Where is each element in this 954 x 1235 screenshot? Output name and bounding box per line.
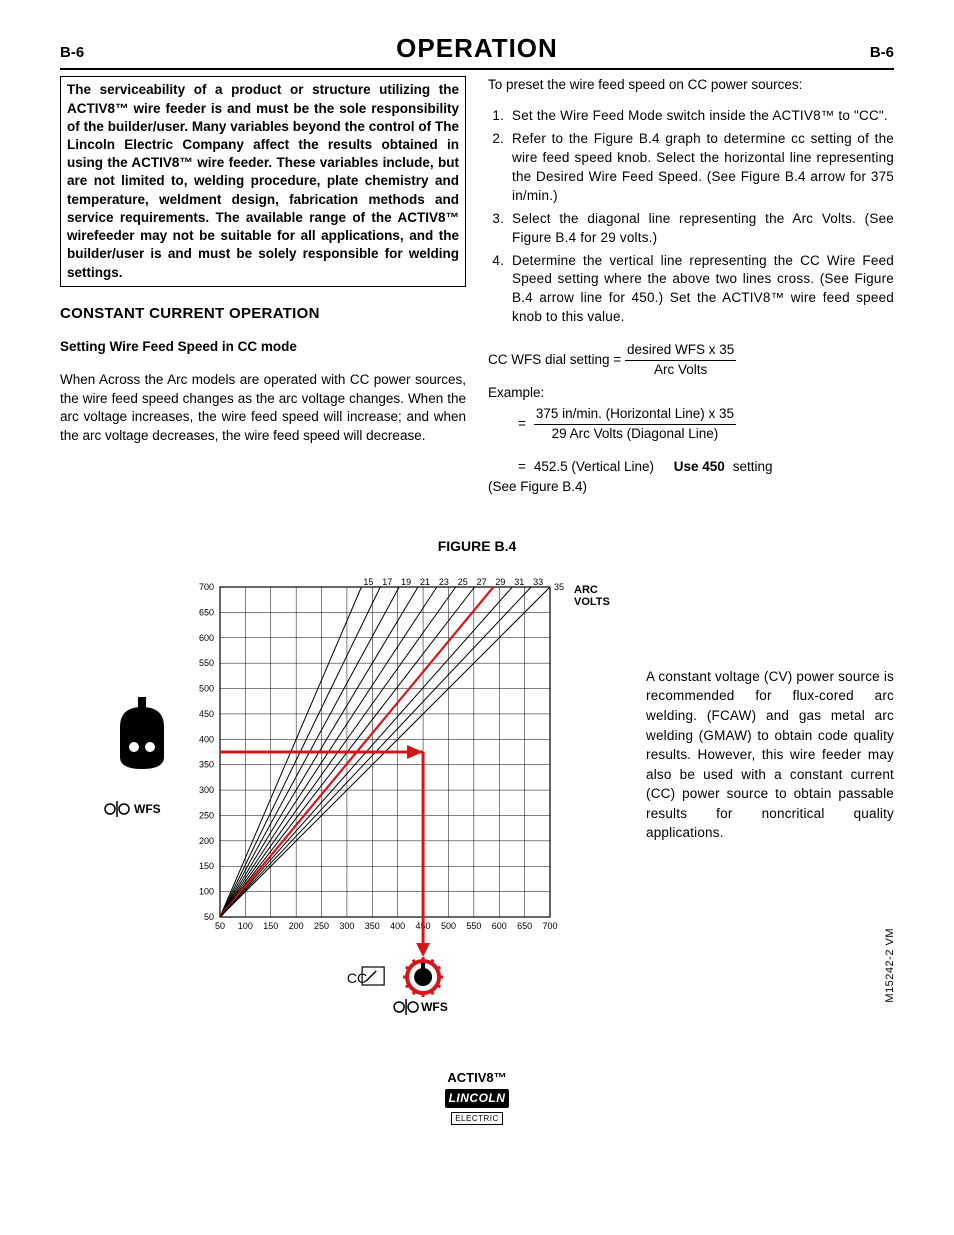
wfs-chart: 50 100 150 200 250 300 350 400 450 500 550 600 650 70…: [60, 577, 620, 1057]
see-figure: (See Figure B.4): [488, 478, 894, 497]
formula-block: CC WFS dial setting = desired WFS x 35 A…: [488, 341, 894, 497]
svg-text:550: 550: [199, 658, 214, 668]
svg-text:23: 23: [439, 577, 449, 587]
list-item: Refer to the Figure B.4 graph to determi…: [508, 130, 894, 206]
svg-text:VOLTS: VOLTS: [574, 596, 610, 608]
svg-text:700: 700: [199, 582, 214, 592]
svg-text:500: 500: [441, 921, 456, 931]
example-fraction-row: = 375 in/min. (Horizontal Line) x 35 29 …: [518, 405, 894, 444]
section-heading: CONSTANT CURRENT OPERATION: [60, 303, 466, 324]
svg-text:ARC: ARC: [574, 584, 598, 596]
formula-lhs: CC WFS dial setting =: [488, 352, 621, 367]
drawing-code: M15242-2 VM: [883, 928, 898, 1003]
brand-sub: ELECTRIC: [451, 1112, 503, 1125]
page-title: OPERATION: [396, 30, 558, 66]
svg-text:17: 17: [382, 577, 392, 587]
figure-side-note: A constant voltage (CV) power source is …: [646, 577, 894, 843]
list-item: Set the Wire Feed Mode switch inside the…: [508, 107, 894, 126]
svg-text:150: 150: [199, 861, 214, 871]
example-label: Example:: [488, 384, 894, 403]
svg-text:300: 300: [339, 921, 354, 931]
right-column: To preset the wire feed speed on CC powe…: [488, 76, 894, 497]
svg-text:400: 400: [390, 921, 405, 931]
svg-text:350: 350: [365, 921, 380, 931]
svg-text:650: 650: [199, 607, 214, 617]
figure-title: FIGURE B.4: [60, 537, 894, 557]
svg-text:600: 600: [492, 921, 507, 931]
svg-text:450: 450: [199, 709, 214, 719]
svg-text:250: 250: [199, 810, 214, 820]
formula-fraction: desired WFS x 35 Arc Volts: [625, 341, 736, 380]
svg-text:350: 350: [199, 760, 214, 770]
svg-text:15: 15: [363, 577, 373, 587]
svg-text:400: 400: [199, 734, 214, 744]
example-numerator: 375 in/min. (Horizontal Line) x 35: [534, 405, 736, 425]
example-denominator: 29 Arc Volts (Diagonal Line): [534, 425, 736, 444]
svg-text:150: 150: [263, 921, 278, 931]
svg-text:700: 700: [542, 921, 557, 931]
page-number-right: B-6: [870, 42, 894, 63]
content-columns: The serviceability of a product or struc…: [60, 76, 894, 497]
svg-text:50: 50: [215, 921, 225, 931]
svg-text:100: 100: [199, 887, 214, 897]
svg-text:31: 31: [514, 577, 524, 587]
result-value: 452.5 (Vertical Line): [534, 458, 654, 477]
brand-logo: LINCOLN: [445, 1089, 510, 1108]
list-item: Determine the vertical line representing…: [508, 252, 894, 328]
svg-text:500: 500: [199, 683, 214, 693]
product-name: ACTIV8™: [60, 1069, 894, 1087]
page-header: B-6 OPERATION B-6: [60, 30, 894, 70]
svg-text:650: 650: [517, 921, 532, 931]
svg-text:200: 200: [199, 836, 214, 846]
formula-numerator: desired WFS x 35: [625, 341, 736, 361]
svg-text:WFS: WFS: [421, 1000, 448, 1014]
svg-text:300: 300: [199, 785, 214, 795]
figure-row: 50 100 150 200 250 300 350 400 450 500 550 600 650 70…: [60, 577, 894, 1063]
svg-text:550: 550: [466, 921, 481, 931]
svg-text:35: 35: [554, 582, 564, 592]
svg-text:50: 50: [204, 912, 214, 922]
figure-b4: FIGURE B.4 50 100 150 200 250 300 350 400 450 500…: [60, 537, 894, 1126]
left-column: The serviceability of a product or struc…: [60, 76, 466, 497]
svg-text:21: 21: [420, 577, 430, 587]
svg-text:33: 33: [533, 577, 543, 587]
svg-text:250: 250: [314, 921, 329, 931]
svg-text:27: 27: [477, 577, 487, 587]
svg-text:100: 100: [238, 921, 253, 931]
svg-text:200: 200: [289, 921, 304, 931]
preset-intro: To preset the wire feed speed on CC powe…: [488, 76, 894, 95]
formula-denominator: Arc Volts: [625, 361, 736, 380]
svg-text:25: 25: [458, 577, 468, 587]
chart-container: 50 100 150 200 250 300 350 400 450 500 550 600 650 70…: [60, 577, 620, 1063]
result-suffix: setting: [733, 458, 773, 477]
svg-text:CC: CC: [347, 970, 367, 986]
svg-text:WFS: WFS: [134, 802, 161, 816]
svg-text:29: 29: [495, 577, 505, 587]
result-bold: Use 450: [674, 458, 725, 477]
svg-text:19: 19: [401, 577, 411, 587]
page-number-left: B-6: [60, 42, 84, 63]
subsection-heading: Setting Wire Feed Speed in CC mode: [60, 338, 466, 357]
svg-text:600: 600: [199, 633, 214, 643]
example-result-row: = 452.5 (Vertical Line) Use 450 setting: [518, 458, 894, 477]
cc-description: When Across the Arc models are operated …: [60, 371, 466, 447]
product-footer: ACTIV8™ LINCOLN ELECTRIC: [60, 1069, 894, 1127]
list-item: Select the diagonal line representing th…: [508, 210, 894, 248]
steps-list: Set the Wire Feed Mode switch inside the…: [488, 107, 894, 327]
serviceability-notice: The serviceability of a product or struc…: [60, 76, 466, 286]
